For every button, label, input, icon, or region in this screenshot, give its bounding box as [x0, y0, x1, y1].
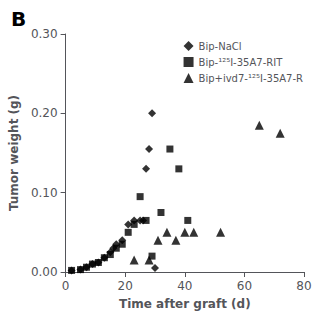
svg-text:Bip-¹²⁵I-35A7-RIT: Bip-¹²⁵I-35A7-RIT — [199, 57, 284, 68]
svg-text:60: 60 — [237, 279, 252, 293]
svg-text:Bip+ivd7-¹²⁵I-35A7-R: Bip+ivd7-¹²⁵I-35A7-R — [199, 73, 304, 84]
svg-text:20: 20 — [118, 279, 133, 293]
svg-text:B: B — [11, 7, 26, 31]
svg-text:0: 0 — [62, 279, 70, 293]
svg-text:0.20: 0.20 — [31, 106, 58, 120]
svg-text:Tumor weight (g): Tumor weight (g) — [7, 95, 21, 211]
svg-text:Time after graft (d): Time after graft (d) — [119, 297, 251, 311]
svg-text:Bip-NaCl: Bip-NaCl — [199, 41, 242, 52]
svg-text:80: 80 — [296, 279, 311, 293]
svg-text:0.10: 0.10 — [31, 186, 58, 200]
svg-text:0.30: 0.30 — [31, 27, 58, 41]
svg-text:0.00: 0.00 — [31, 265, 58, 279]
svg-text:40: 40 — [177, 279, 192, 293]
